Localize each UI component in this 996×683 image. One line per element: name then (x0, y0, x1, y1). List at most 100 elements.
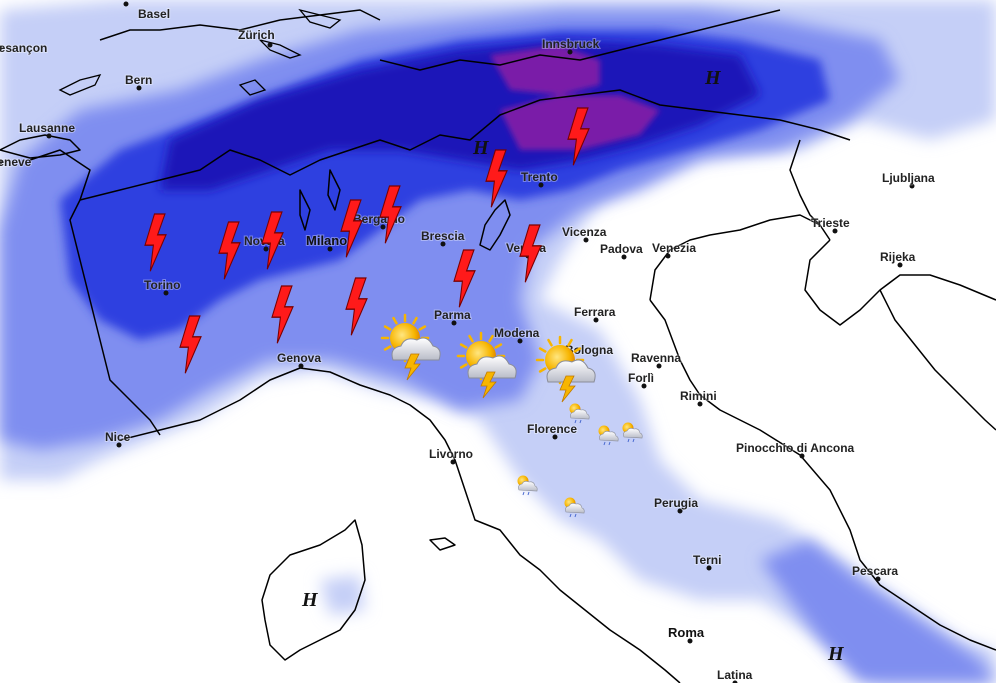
city-vicenza[interactable]: Vicenza (561, 224, 608, 243)
city-venezia[interactable]: Venezia (651, 240, 697, 259)
lake-zurich (257, 38, 302, 59)
city-dot (0, 45, 3, 51)
city-dot (567, 49, 573, 55)
city-terni[interactable]: Terni (692, 552, 722, 571)
lake-lucerne (238, 79, 267, 96)
shower-icon (564, 497, 585, 518)
city-dot (799, 453, 805, 459)
city-forli[interactable]: Forlì (627, 370, 655, 389)
lightning-icon (144, 213, 167, 272)
city-florence[interactable]: Florence (526, 421, 578, 440)
city-dot (697, 401, 703, 407)
city-dot (0, 159, 3, 165)
thunderstorm-sun-icon (380, 313, 441, 381)
city-label: Latina (717, 668, 753, 682)
city-trieste[interactable]: Trieste (810, 215, 851, 234)
rain-very-heavy-area (160, 40, 760, 190)
coastline-istria (804, 239, 996, 326)
city-milano[interactable]: Milano (305, 232, 348, 252)
city-bern[interactable]: Bern (124, 72, 153, 91)
lightning-icon (261, 211, 284, 270)
city-dot (875, 576, 881, 582)
lightning-icon (271, 285, 294, 344)
city-pescara[interactable]: Pescara (851, 563, 899, 582)
city-besancon[interactable]: Besançon (0, 40, 48, 56)
city-ravenna[interactable]: Ravenna (630, 350, 682, 369)
lake-neuchatel (58, 74, 102, 96)
border-germany-swiss (99, 9, 381, 41)
city-dot (732, 680, 738, 683)
city-label: Pinocchio di Ancona (736, 441, 855, 455)
city-dot (298, 363, 304, 369)
city-label: Brescia (421, 229, 465, 243)
city-dot (538, 182, 544, 188)
city-layer: Basel Zürich Innsbruck Bern Lausanne Trento Lj… (0, 1, 936, 683)
city-label: Livorno (429, 447, 473, 461)
city-label: Perugia (654, 496, 698, 510)
high-pressure-label: H (472, 137, 490, 159)
city-label: Basel (138, 7, 170, 21)
city-torino[interactable]: Torino (143, 277, 181, 296)
city-label: Ferrara (574, 305, 616, 319)
city-label: Bern (125, 73, 152, 87)
city-dot (706, 565, 712, 571)
city-label: Ravenna (631, 351, 681, 365)
city-dot (687, 638, 693, 644)
city-brescia[interactable]: Brescia (420, 228, 466, 247)
city-dot (641, 383, 647, 389)
rain-light-area-corsica (320, 575, 365, 615)
city-livorno[interactable]: Livorno (428, 446, 474, 465)
lightning-icon (179, 315, 202, 374)
lake-como (327, 169, 341, 211)
lightning-icon (218, 221, 241, 280)
city-label: Trieste (811, 216, 850, 230)
city-label: Parma (434, 308, 471, 322)
city-ferrara[interactable]: Ferrara (573, 304, 617, 323)
city-modena[interactable]: Modena (493, 325, 541, 344)
city-rijeka[interactable]: Rijeka (879, 249, 917, 268)
city-nice[interactable]: Nice (104, 429, 132, 448)
city-rimini[interactable]: Rimini (679, 388, 718, 407)
border-alps-france (29, 149, 161, 436)
lightning-icon (485, 149, 508, 208)
city-genova[interactable]: Genova (276, 350, 322, 369)
city-label: Geneve (0, 155, 32, 169)
city-roma[interactable]: Roma (667, 624, 706, 644)
city-trento[interactable]: Trento (520, 169, 559, 188)
city-label: Florence (527, 422, 577, 436)
city-label: Milano (306, 233, 347, 248)
city-pinocchio-di-ancona[interactable]: Pinocchio di Ancona (735, 440, 856, 459)
city-dot (136, 85, 142, 91)
city-label: Innsbruck (542, 37, 600, 51)
city-dot (46, 133, 52, 139)
city-label: Venezia (652, 241, 696, 255)
rain-extreme-area (490, 45, 600, 95)
city-dot (621, 254, 627, 260)
city-dot (440, 241, 446, 247)
city-perugia[interactable]: Perugia (653, 495, 699, 514)
city-dot (552, 434, 558, 440)
lake-maggiore (299, 189, 311, 231)
city-parma[interactable]: Parma (433, 307, 472, 326)
city-basel[interactable]: Basel (123, 1, 171, 22)
city-geneve[interactable]: Geneve (0, 154, 33, 170)
lake-geneva (0, 134, 81, 159)
high-pressure-label: H (827, 643, 845, 665)
border-slovenia (789, 139, 821, 226)
city-lausanne[interactable]: Lausanne (18, 120, 76, 139)
coastline-corsica (261, 519, 366, 661)
city-zurich[interactable]: Zürich (237, 27, 276, 48)
shower-layer (517, 403, 643, 518)
city-label: Genova (277, 351, 321, 365)
coastline-elba (429, 537, 456, 551)
lake-constance (298, 8, 342, 29)
city-latina[interactable]: Latina (716, 667, 754, 683)
city-innsbruck[interactable]: Innsbruck (541, 36, 601, 55)
city-padova[interactable]: Padova (599, 241, 644, 260)
city-label: Pescara (852, 564, 898, 578)
border-swiss-italy (79, 94, 581, 201)
city-ljubljana[interactable]: Ljubljana (881, 170, 936, 189)
